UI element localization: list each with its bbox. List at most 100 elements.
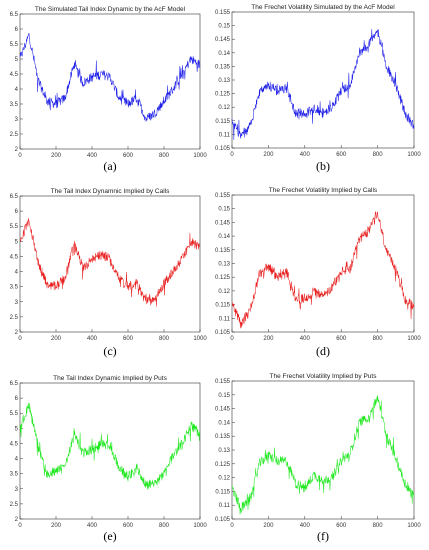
y-tick-label: 5.5 [10, 411, 19, 417]
panel-caption: (f) [317, 529, 329, 543]
x-tick-label: 800 [373, 152, 384, 158]
x-tick-label: 400 [300, 336, 311, 342]
plot-area [231, 380, 415, 520]
y-tick-label: 5 [15, 239, 19, 245]
y-tick-label: 2.5 [10, 132, 19, 138]
chart-panel-4: The Frechet Volatility Implied by Calls 0… [215, 187, 421, 358]
x-tick-label: 600 [123, 336, 134, 342]
y-tick-label: 0.14 [218, 51, 230, 57]
y-tick-label: 0.12 [218, 289, 230, 295]
x-tick-label: 0 [18, 153, 22, 159]
x-tick-label: 0 [18, 523, 22, 529]
y-tick-label: 0.145 [215, 407, 231, 413]
x-tick-label: 0 [230, 523, 234, 529]
chart-title: The Frechet Volatility Implied by Puts [270, 373, 378, 380]
x-tick-label: 0 [18, 336, 22, 342]
y-tick-label: 0.15 [218, 24, 230, 30]
x-tick-label: 200 [51, 153, 62, 159]
x-tick-label: 200 [263, 336, 274, 342]
x-tick-label: 1000 [407, 152, 421, 158]
y-tick-label: 5.5 [10, 42, 19, 48]
y-tick-label: 0.155 [215, 10, 231, 16]
y-tick-label: 0.115 [215, 489, 230, 495]
y-tick-label: 0.15 [218, 393, 230, 399]
chart-panel-5: The Tail Index Dynamic Implied by Puts 2 2… [10, 375, 208, 543]
y-tick-label: 6.5 [10, 381, 19, 387]
y-tick-label: 0.125 [215, 275, 231, 281]
y-tick-label: 0.115 [215, 119, 230, 125]
x-tick-label: 0 [230, 152, 234, 158]
x-tick-label: 1000 [407, 523, 421, 529]
x-tick-label: 400 [87, 153, 98, 159]
y-tick-label: 0.105 [215, 517, 231, 523]
y-tick-label: 3 [15, 487, 19, 493]
y-tick-label: 0.11 [219, 503, 231, 509]
y-tick-label: 0.155 [215, 193, 231, 199]
y-tick-label: 0.105 [215, 330, 231, 336]
x-tick-label: 800 [373, 523, 384, 529]
y-tick-label: 0.105 [215, 146, 231, 152]
y-tick-label: 0.12 [218, 476, 230, 482]
y-tick-label: 4 [15, 270, 19, 276]
chart-panel-2: The Frechet Volatility Simulated by the … [215, 4, 421, 173]
chart-title: The Simulated Tail Index Dynamic by the … [35, 6, 186, 13]
panel-caption: (b) [316, 159, 330, 173]
plot-area [19, 13, 201, 150]
panel-caption: (c) [103, 344, 116, 358]
x-tick-label: 200 [51, 336, 62, 342]
x-tick-label: 200 [263, 152, 274, 158]
x-tick-label: 400 [300, 523, 311, 529]
y-tick-label: 0.14 [218, 234, 230, 240]
x-tick-label: 0 [230, 336, 234, 342]
x-tick-label: 1000 [407, 336, 421, 342]
x-tick-label: 600 [123, 153, 134, 159]
x-tick-label: 800 [159, 153, 170, 159]
y-tick-label: 0.13 [218, 78, 230, 84]
y-tick-label: 0.14 [218, 420, 230, 426]
series-line [231, 395, 415, 515]
y-tick-label: 2.5 [10, 502, 19, 508]
plot-area [231, 194, 415, 333]
y-tick-label: 0.145 [215, 37, 231, 43]
chart-panel-6: The Frechet Volatility Implied by Puts 0.… [215, 373, 421, 543]
y-tick-label: 0.11 [219, 316, 231, 322]
y-tick-label: 2.5 [10, 315, 19, 321]
x-tick-label: 800 [159, 523, 170, 529]
y-tick-label: 3 [15, 117, 19, 123]
y-tick-label: 2 [15, 330, 19, 336]
y-tick-label: 3.5 [10, 285, 19, 291]
x-tick-label: 400 [87, 336, 98, 342]
y-tick-label: 0.135 [215, 434, 231, 440]
x-tick-label: 400 [87, 523, 98, 529]
panel-caption: (e) [103, 529, 116, 543]
y-tick-label: 6.5 [10, 194, 19, 200]
x-tick-label: 600 [336, 152, 347, 158]
y-tick-label: 0.115 [215, 303, 230, 309]
chart-title: The Tail Index Dynamnic Implied by Calls [51, 188, 170, 195]
y-tick-label: 0.155 [215, 379, 231, 385]
y-tick-label: 4.5 [10, 254, 19, 260]
y-tick-label: 3 [15, 300, 19, 306]
y-tick-label: 0.145 [215, 220, 231, 226]
y-tick-label: 5 [15, 57, 19, 63]
y-tick-label: 4 [15, 457, 19, 463]
y-tick-label: 3.5 [10, 472, 19, 478]
chart-title: The Frechet Volatility Simulated by the … [251, 4, 395, 11]
y-tick-label: 6 [15, 209, 19, 215]
y-tick-label: 6 [15, 27, 19, 33]
x-tick-label: 400 [300, 152, 311, 158]
y-tick-label: 4 [15, 87, 19, 93]
y-tick-label: 2 [15, 147, 19, 153]
y-tick-label: 5 [15, 426, 19, 432]
chart-panel-1: The Simulated Tail Index Dynamic by the … [10, 6, 208, 173]
chart-title: The Tail Index Dynamic Implied by Puts [53, 375, 167, 382]
y-tick-label: 0.11 [219, 132, 231, 138]
y-tick-label: 6.5 [10, 12, 19, 18]
plot-area [19, 382, 201, 520]
series-line [19, 217, 201, 307]
y-tick-label: 0.125 [215, 462, 231, 468]
y-tick-label: 2 [15, 517, 19, 523]
panel-caption: (a) [103, 159, 116, 173]
x-tick-label: 600 [123, 523, 134, 529]
